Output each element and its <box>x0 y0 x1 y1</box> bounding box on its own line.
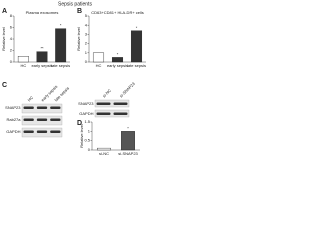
y-axis-label: Relative level <box>79 124 84 148</box>
lane-label: si-SNAP23 <box>118 81 136 99</box>
blot-band <box>23 118 34 121</box>
bar <box>130 30 143 63</box>
y-tick-label: 3 <box>85 31 88 36</box>
row-label: GAPDH <box>6 129 20 134</box>
blot-band <box>36 118 48 121</box>
x-tick-label: HC <box>96 63 102 68</box>
blot-band <box>36 106 48 109</box>
y-tick-label: 4 <box>10 36 13 41</box>
y-tick-label: 1.5 <box>84 119 90 124</box>
bar <box>17 56 29 63</box>
blot-band <box>23 106 34 109</box>
row-label: GAPDH <box>79 111 93 116</box>
panel-letter: A <box>2 8 7 15</box>
blot-band <box>36 130 48 133</box>
significance-marker: ** <box>40 46 44 51</box>
y-tick-label: 1 <box>88 128 91 133</box>
blot-band <box>50 118 61 121</box>
y-tick-label: 6 <box>10 25 13 30</box>
y-axis-label: Relative level <box>1 27 6 51</box>
y-tick-label: 1 <box>85 50 88 55</box>
panel-letter: C <box>2 82 7 89</box>
blot-band <box>96 102 111 105</box>
figure-title: Sepsis patients <box>58 1 92 7</box>
panel-letter: D <box>77 120 82 127</box>
bar <box>111 57 124 63</box>
lane-label: HC <box>27 95 35 103</box>
blot-strip <box>94 109 130 118</box>
blot-strip <box>94 99 130 108</box>
page: Sepsis patients A Plasma exosomes Relative… <box>1 1 146 157</box>
y-tick-label: 0 <box>10 59 13 64</box>
x-tick-label: si-NC <box>99 151 109 156</box>
chart-title: CD63+CD81+ HLA-DR+ cells <box>91 10 144 15</box>
x-tick-label: late sepsis <box>51 63 70 68</box>
y-tick-label: 0.5 <box>84 138 90 143</box>
significance-marker: * <box>60 23 62 28</box>
bar <box>36 51 48 63</box>
row-label: SNAP23 <box>78 101 94 106</box>
y-tick-label: 2 <box>85 41 88 46</box>
significance-marker: * <box>127 125 129 130</box>
y-tick-label: 0 <box>85 59 88 64</box>
bar <box>92 52 105 63</box>
blot-band <box>50 130 61 133</box>
y-tick-label: 8 <box>10 13 13 18</box>
panel-letter: B <box>77 8 82 15</box>
bar <box>97 147 111 151</box>
figure: Sepsis patients A Plasma exosomes Relative… <box>1 1 146 156</box>
significance-marker: * <box>117 51 119 56</box>
row-label: SNAP23 <box>5 105 21 110</box>
x-tick-label: early sepsis <box>107 63 128 68</box>
x-tick-label: si-SNAP23 <box>118 151 138 156</box>
x-tick-label: HC <box>20 63 26 68</box>
y-axis-label: Relative level <box>76 27 81 51</box>
y-tick-label: 5 <box>85 13 88 18</box>
lane-label: si-NC <box>101 88 112 99</box>
y-tick-label: 0 <box>88 147 91 152</box>
x-tick-label: late sepsis <box>127 63 146 68</box>
x-tick-label: early sepsis <box>31 63 52 68</box>
y-tick-label: 2 <box>10 48 13 53</box>
blot-band <box>96 112 111 115</box>
significance-marker: * <box>136 25 138 30</box>
chart-title: Plasma exosomes <box>26 10 59 15</box>
bar <box>55 28 67 63</box>
y-tick-label: 4 <box>85 22 88 27</box>
blot-band <box>50 106 61 109</box>
row-label: Rab27a <box>6 117 21 122</box>
blot-band <box>113 102 128 105</box>
bar <box>121 131 135 151</box>
blot-band <box>23 130 34 133</box>
blot-band <box>113 112 128 115</box>
